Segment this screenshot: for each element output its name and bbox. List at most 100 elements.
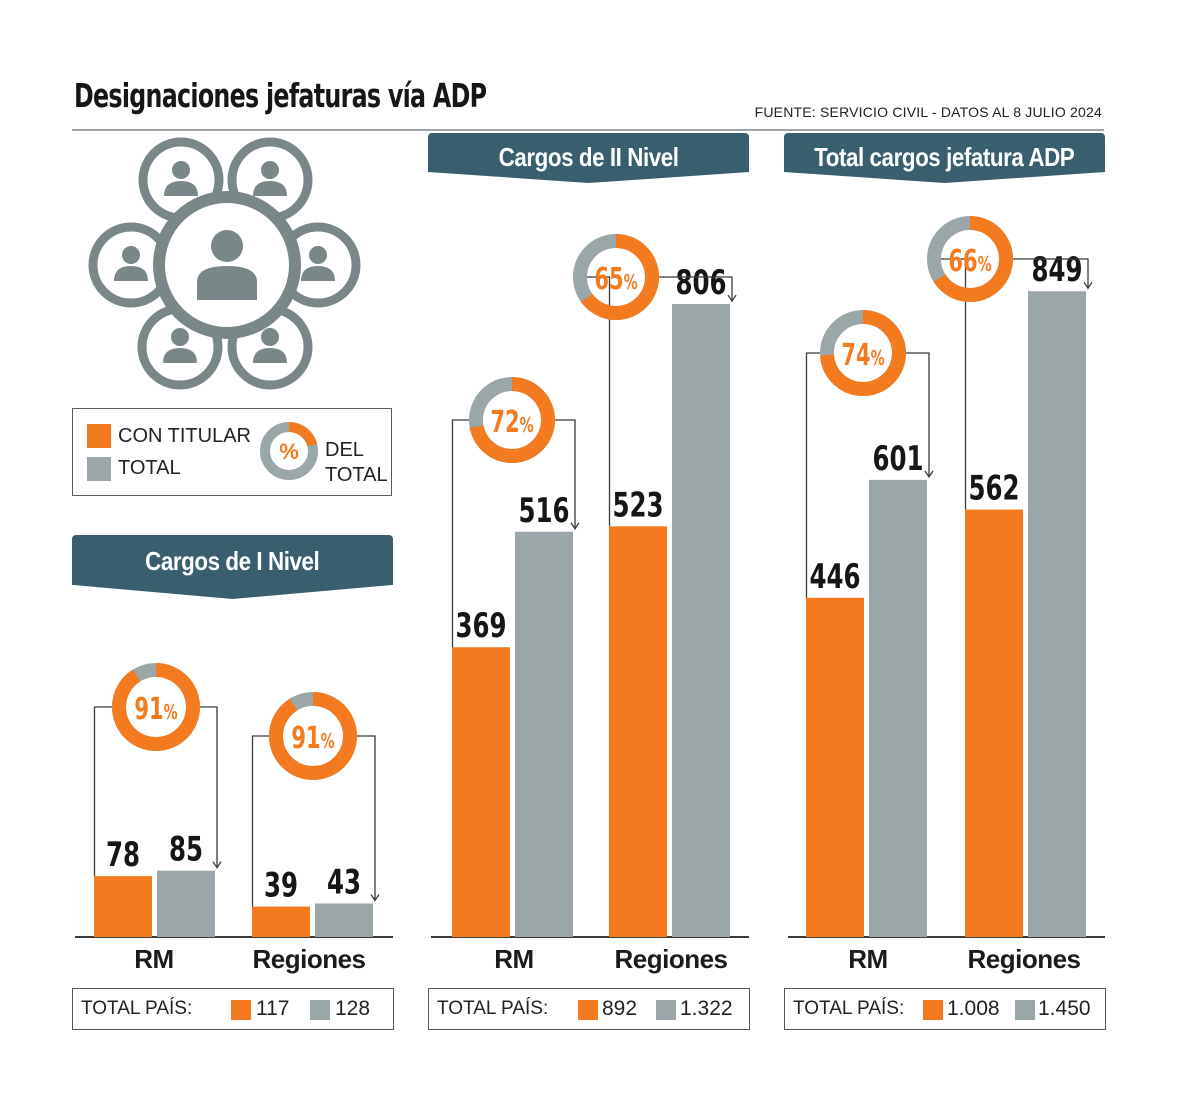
bar-value-label: 43 [327,862,361,901]
donut-percent-label: 66% [948,244,991,279]
bar-value-label: 446 [809,557,860,596]
bracket-line [555,419,576,528]
total-pais-swatch-total [1015,1000,1035,1020]
person-icon [253,161,287,196]
donut-arc [469,377,555,463]
category-label: RM [494,944,534,974]
bar-value-label: 39 [264,866,298,905]
bar-total [157,870,215,937]
legend-swatch-con-titular [87,424,111,448]
donut-arc [269,692,357,780]
total-pais-con-titular: 892 [602,997,638,1020]
bracket-arrow [570,522,580,530]
bracket-line [805,352,820,598]
donut-arc [927,216,1013,302]
bracket-line [1013,258,1089,288]
legend: CON TITULAR TOTAL % DEL TOTAL [72,408,392,496]
bar-total [515,531,573,937]
bracket-line [251,735,269,907]
total-pais-swatch-con-titular [578,1000,598,1020]
bar-con-titular [806,597,864,937]
total-pais-con-titular: 1.008 [947,997,1000,1020]
page-title: Designaciones jefaturas vía ADP [74,76,487,115]
category-label: Regiones [967,944,1081,974]
legend-swatch-total [87,457,111,481]
bar-value-label: 369 [455,606,506,645]
donut-arc [820,310,906,396]
bar-value-label: 806 [675,263,726,302]
legend-donut-symbol: % [279,439,299,464]
total-pais-label: TOTAL PAÍS: [793,998,905,1019]
legend-label-pct-1: DEL [325,439,364,461]
bar-con-titular [452,647,510,937]
bracket-arrow [727,294,737,303]
bracket-line [906,352,930,476]
total-pais-label: TOTAL PAÍS: [437,998,549,1019]
bar-con-titular [94,876,152,937]
banner-nivel-2: Cargos de II Nivel [428,133,749,183]
donut-arc [112,663,200,751]
bar-value-label: 849 [1031,250,1082,289]
category-label: RM [134,944,174,974]
title-divider [72,129,1104,131]
bar-value-label: 85 [169,830,203,869]
category-label: RM [848,944,888,974]
total-pais-total-cargos: TOTAL PAÍS: 1.008 1.450 [784,988,1106,1030]
bar-value-label: 78 [106,835,140,874]
donut-percent-label: 74% [841,338,884,373]
bar-total [1028,291,1086,937]
bar-con-titular [609,526,667,937]
bracket-arrow [1083,281,1093,290]
category-label: Regiones [614,944,728,974]
legend-label-con-titular: CON TITULAR [118,425,251,447]
total-pais-label: TOTAL PAÍS: [81,998,193,1019]
banner-total: Total cargos jefatura ADP [784,133,1105,183]
person-icon [164,161,198,196]
person-icon [163,328,197,363]
bar-total [672,304,730,937]
total-pais-total: 128 [335,997,371,1020]
bracket-line [200,706,218,867]
donut-arc [573,234,659,320]
center-ring [153,191,301,339]
legend-label-pct-2: TOTAL [325,464,388,486]
bar-total [315,903,373,937]
total-pais-swatch-con-titular [231,1000,251,1020]
bar-value-label: 523 [612,485,663,524]
bracket-line [357,735,376,900]
bracket-line [451,419,469,648]
category-label: Regiones [252,944,366,974]
total-pais-swatch-total [656,1000,676,1020]
bar-value-label: 562 [968,469,1019,508]
total-pais-con-titular: 117 [256,997,290,1020]
total-pais-total: 1.450 [1038,997,1091,1020]
total-pais-total: 1.322 [680,997,733,1020]
source-note: FUENTE: SERVICIO CIVIL - DATOS AL 8 JULI… [754,104,1102,120]
donut-percent-label: 91% [291,721,334,756]
legend-label-total: TOTAL [118,457,181,479]
bar-con-titular [965,509,1023,937]
total-pais-nivel-2: TOTAL PAÍS: 892 1.322 [428,988,750,1030]
bar-value-label: 516 [518,491,569,530]
bracket-line [659,276,733,301]
total-pais-nivel-1: TOTAL PAÍS: 117 128 [72,988,394,1030]
person-icon [301,246,335,281]
bracket-line [93,706,112,877]
donut-percent-label: 91% [134,692,177,727]
bar-total [869,479,927,937]
bracket-arrow [370,894,380,902]
bracket-arrow [212,861,222,869]
person-icon [114,246,148,281]
center-person-icon [197,230,257,300]
donut-percent-label: 65% [594,262,637,297]
banner-nivel-1: Cargos de I Nivel [72,535,393,599]
donut-percent-label: 72% [490,405,533,440]
bar-value-label: 601 [872,439,923,478]
total-pais-swatch-total [310,1000,330,1020]
legend-donut-icon: % [260,422,318,480]
total-pais-swatch-con-titular [923,1000,943,1020]
bar-con-titular [252,906,310,937]
person-icon [253,328,287,363]
bracket-arrow [924,470,934,479]
